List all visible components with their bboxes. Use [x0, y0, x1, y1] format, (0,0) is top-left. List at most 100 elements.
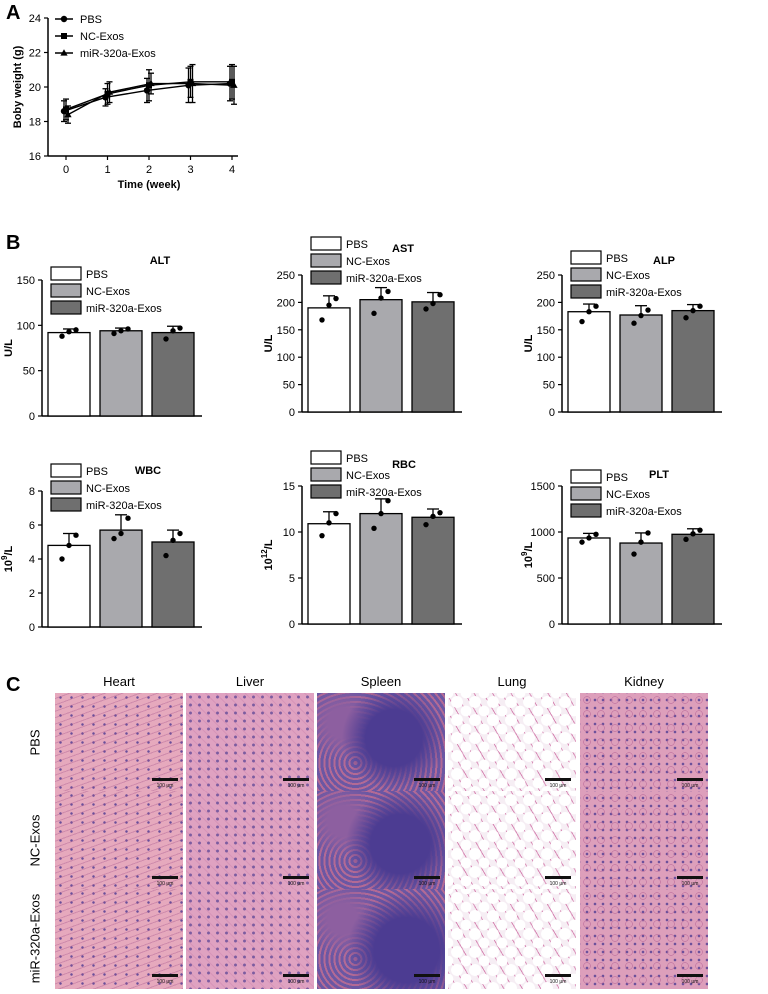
column-label-liver: Liver	[235, 674, 265, 689]
legend-label: miR-320a-Exos	[606, 287, 682, 299]
data-point	[385, 288, 391, 295]
legend-swatch	[50, 480, 82, 495]
chart-title: ALP	[653, 255, 675, 267]
histology-image-spleen-mir-320a-exos	[317, 889, 445, 989]
bar-PBS	[307, 307, 351, 413]
legend-swatch	[570, 469, 602, 484]
y-axis-title-base: 10	[263, 558, 275, 570]
y-axis-title-base: 10	[3, 560, 15, 572]
bar-PBS	[567, 537, 611, 625]
legend-label: NC-Exos	[606, 489, 651, 501]
scale-bar	[545, 974, 571, 977]
column-label-spleen: Spleen	[360, 674, 402, 689]
data-point	[631, 320, 637, 326]
legend-label: NC-Exos	[86, 286, 131, 298]
data-point	[105, 88, 114, 95]
column-label-heart: Heart	[103, 674, 135, 689]
y-tick-label: 250	[537, 270, 555, 282]
data-point	[593, 303, 599, 309]
chart-title: PLT	[649, 469, 669, 481]
data-point	[170, 537, 176, 543]
legend-label: PBS	[346, 453, 368, 465]
legend-swatch	[310, 270, 342, 285]
panel-label-b: B	[6, 232, 21, 254]
y-tick-label: 150	[537, 325, 555, 337]
y-tick-label: 150	[277, 325, 295, 337]
y-axis-title-unit: /L	[3, 545, 15, 555]
legend-marker	[60, 49, 68, 56]
legend-label: NC-Exos	[346, 256, 391, 268]
y-tick-label: 500	[537, 573, 555, 585]
data-point	[697, 527, 703, 533]
legend-label: miR-320a-Exos	[606, 506, 682, 518]
histology-image-liver-nc-exos	[186, 791, 314, 891]
legend-swatch	[570, 486, 602, 501]
y-tick-label: 250	[277, 270, 295, 282]
scale-bar-label: 100 μm	[418, 979, 436, 985]
legend-label: NC-Exos	[80, 31, 125, 43]
bar-miR-320a-Exos	[671, 533, 715, 625]
bar-miR-320a-Exos	[151, 331, 195, 417]
scale-bar-label: 100 μm	[418, 881, 436, 887]
histology-image-kidney-pbs	[580, 693, 708, 793]
data-point	[430, 300, 436, 307]
data-point	[645, 530, 651, 536]
legend-label: miR-320a-Exos	[346, 487, 422, 499]
data-point	[229, 78, 235, 85]
legend-swatch	[310, 467, 342, 482]
scale-bar-label: 100 μm	[681, 783, 699, 789]
legend-swatch	[310, 484, 342, 499]
data-point	[423, 521, 429, 528]
y-tick-label: 4	[29, 554, 35, 566]
y-axis-title-exponent: 12	[260, 549, 269, 558]
y-tick-label: 200	[277, 297, 295, 309]
scale-bar	[152, 778, 178, 781]
legend-label: miR-320a-Exos	[346, 273, 422, 285]
y-tick-label: 50	[283, 380, 295, 392]
data-point	[326, 302, 332, 308]
bar-miR-320a-Exos	[671, 309, 715, 413]
bar-NC-Exos	[619, 314, 663, 413]
legend-marker	[61, 33, 67, 39]
legend-label: NC-Exos	[346, 470, 391, 482]
histology-image-kidney-nc-exos	[580, 791, 708, 891]
scale-bar-label: 100 μm	[156, 881, 174, 887]
y-tick-label: 24	[29, 13, 41, 25]
histology-image-kidney-mir-320a-exos	[580, 889, 708, 989]
data-point	[125, 326, 131, 332]
scale-bar	[283, 876, 309, 879]
chart-title: WBC	[135, 465, 161, 477]
bar-PBS	[47, 544, 91, 628]
data-point	[59, 556, 65, 562]
data-point	[170, 328, 176, 334]
y-tick-label: 0	[289, 619, 295, 631]
data-point	[326, 520, 332, 526]
legend-label: miR-320a-Exos	[86, 500, 162, 512]
histology-image-lung-pbs	[448, 693, 576, 793]
scale-bar-label: 100 μm	[287, 979, 305, 985]
y-axis-title-exponent: 9	[0, 555, 9, 560]
legend-swatch	[570, 267, 602, 282]
data-point	[177, 530, 183, 537]
chart-title: ALT	[150, 255, 171, 267]
data-point	[638, 539, 644, 545]
y-tick-label: 0	[549, 407, 555, 419]
histology-image-heart-mir-320a-exos	[55, 889, 183, 989]
histology-image-liver-pbs	[186, 693, 314, 793]
line-chart-a: 16 18 20 22 24 0 1 2 3 4 Time (week) Boby weight (g…	[12, 13, 238, 191]
legend-label: PBS	[86, 466, 108, 478]
data-point	[187, 78, 194, 85]
histology-image-spleen-nc-exos	[317, 791, 445, 891]
legend-swatch	[50, 300, 82, 315]
bar-chart-ALP: 0 50 100 150 200 250 U/L ALP PBS NC-Exos miR-320a-…	[523, 250, 722, 419]
x-tick-label: 4	[229, 164, 235, 176]
y-tick-label: 6	[29, 520, 35, 532]
data-point	[188, 79, 197, 87]
bar-NC-Exos	[359, 512, 403, 625]
scale-bar-label: 100 μm	[681, 979, 699, 985]
data-point	[177, 325, 183, 331]
y-axis-title: 109/L	[0, 545, 15, 572]
legend-label: PBS	[606, 253, 628, 265]
data-point	[59, 333, 65, 339]
